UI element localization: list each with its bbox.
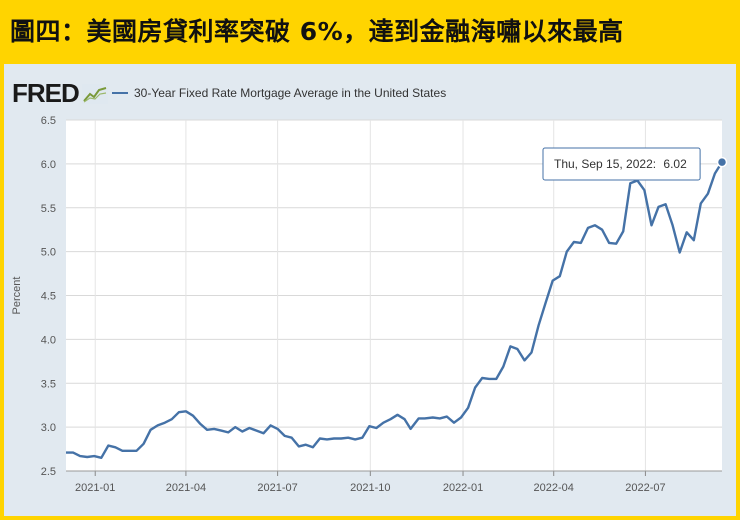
fred-logo-text: FRED bbox=[12, 78, 80, 108]
headline-banner: 圖四：美國房貸利率突破 6%，達到金融海嘯以來最高 bbox=[0, 0, 740, 60]
y-tick-label: 4.5 bbox=[41, 291, 56, 303]
hover-point-marker[interactable] bbox=[716, 156, 728, 168]
chart-svg: 2.53.03.54.04.55.05.56.06.5 2021-01 2021-… bbox=[11, 115, 728, 494]
y-axis-ticks: 2.5 3.0 3.5 4.0 4.5 5.0 5.5 6.0 6.5 bbox=[41, 115, 56, 478]
x-tick-label: 2022-07 bbox=[625, 482, 665, 494]
x-tick-label: 2021-01 bbox=[75, 482, 115, 494]
y-tick-label: 2.5 bbox=[41, 466, 56, 478]
tooltip-label: Thu, Sep 15, 2022: bbox=[554, 157, 656, 171]
fred-logo[interactable]: FRED bbox=[12, 78, 108, 109]
x-tick-label: 2022-01 bbox=[443, 482, 483, 494]
y-tick-label: 6.0 bbox=[41, 159, 56, 171]
svg-text:Thu, Sep 15, 2022: 6.0: Thu, Sep 15, 2022: 6.02 bbox=[554, 157, 687, 171]
y-axis-label: Percent bbox=[11, 277, 23, 315]
legend-series-label: 30-Year Fixed Rate Mortgage Average in t… bbox=[134, 86, 447, 100]
tooltip: Thu, Sep 15, 2022: 6.02 bbox=[542, 147, 701, 181]
y-tick-label: 6.5 bbox=[41, 115, 56, 127]
x-tick-label: 2021-10 bbox=[350, 482, 390, 494]
series-line[interactable] bbox=[66, 161, 724, 459]
line-chart-icon bbox=[81, 83, 108, 104]
y-tick-label: 5.5 bbox=[41, 203, 56, 215]
y-tick-label: 3.5 bbox=[41, 378, 56, 390]
x-tick-label: 2021-04 bbox=[166, 482, 206, 494]
legend-swatch bbox=[112, 92, 128, 94]
y-tick-label: 5.0 bbox=[41, 247, 56, 259]
x-tick-label: 2022-04 bbox=[534, 482, 574, 494]
chart-legend: 30-Year Fixed Rate Mortgage Average in t… bbox=[112, 86, 446, 100]
y-tick-label: 3.0 bbox=[41, 422, 56, 434]
y-tick-label: 4.0 bbox=[41, 334, 56, 346]
tooltip-value: 6.02 bbox=[663, 157, 687, 171]
x-tick-label: 2021-07 bbox=[257, 482, 297, 494]
headline-title: 圖四：美國房貸利率突破 6%，達到金融海嘯以來最高 bbox=[10, 17, 624, 46]
chart-panel: FRED 30-Year Fixed Rate Mortgage Average… bbox=[4, 64, 736, 516]
x-axis-ticks: 2021-01 2021-04 2021-07 2021-10 2022-01 2022-… bbox=[66, 470, 722, 494]
